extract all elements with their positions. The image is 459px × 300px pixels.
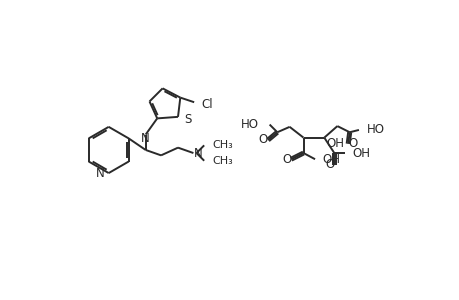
Text: N: N — [96, 167, 105, 180]
Text: N: N — [194, 146, 202, 160]
Text: Cl: Cl — [202, 98, 213, 111]
Text: S: S — [184, 113, 191, 126]
Text: O: O — [258, 134, 268, 146]
Text: O: O — [325, 158, 334, 171]
Text: OH: OH — [322, 153, 340, 166]
Text: HO: HO — [366, 123, 384, 136]
Text: N: N — [141, 132, 150, 145]
Text: HO: HO — [241, 118, 258, 131]
Text: OH: OH — [352, 146, 370, 160]
Text: OH: OH — [326, 137, 344, 150]
Text: O: O — [281, 153, 291, 166]
Text: CH₃: CH₃ — [212, 140, 232, 150]
Text: O: O — [347, 137, 357, 150]
Text: CH₃: CH₃ — [212, 156, 232, 166]
